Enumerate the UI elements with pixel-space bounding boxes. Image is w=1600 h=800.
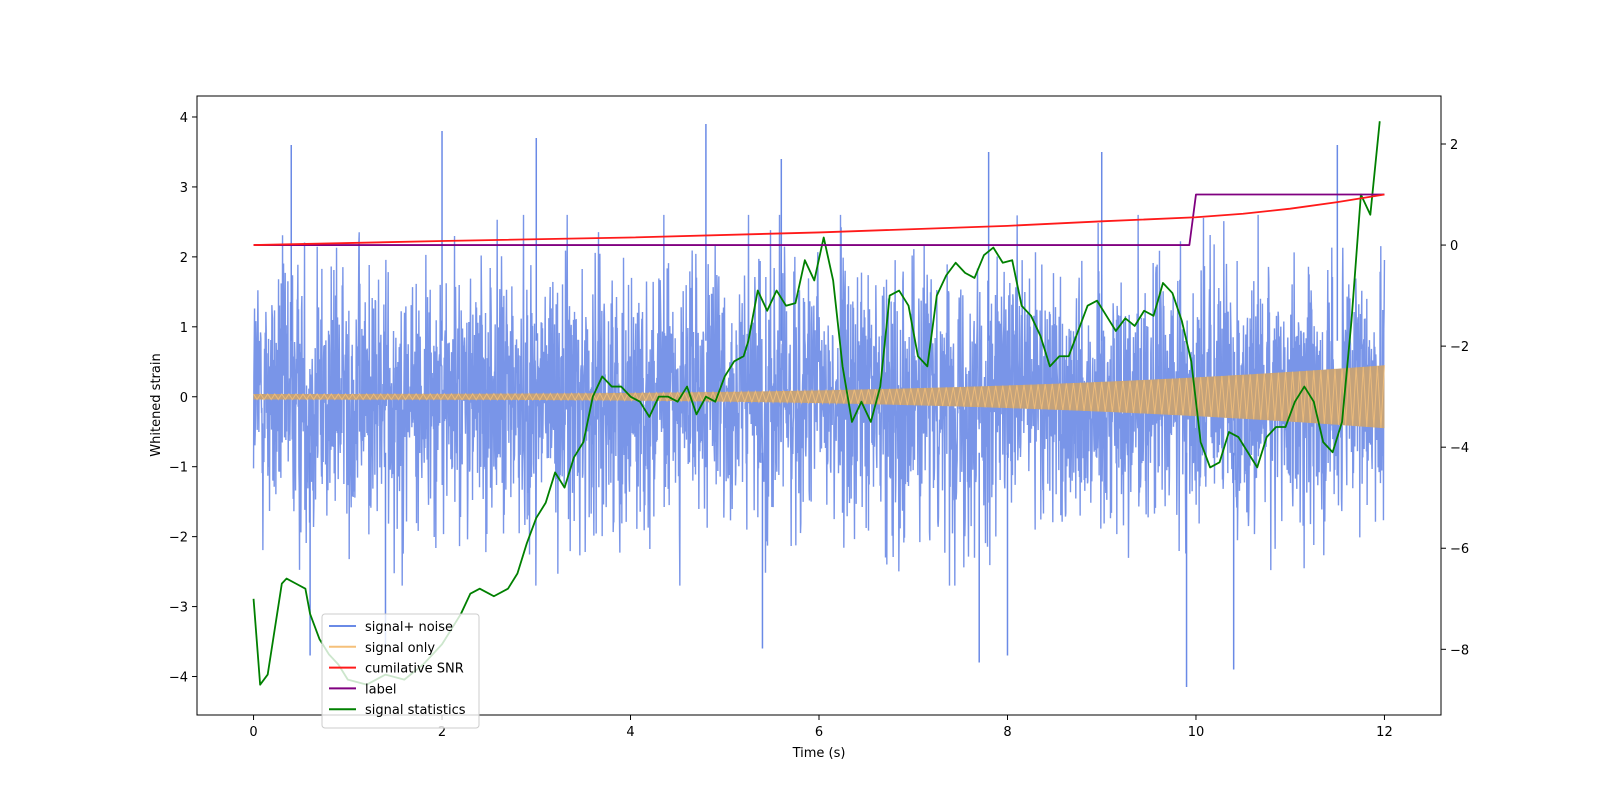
x-axis-label: Time (s) xyxy=(792,746,846,761)
legend-entry: label xyxy=(365,682,396,697)
y2-tick-label: 2 xyxy=(1450,138,1458,153)
y-tick-label: −4 xyxy=(169,671,188,686)
y-axis-label: Whitened strain xyxy=(149,353,164,456)
y2-tick-label: −8 xyxy=(1450,643,1469,658)
y-tick-label: 4 xyxy=(180,111,188,126)
y-tick-label: 2 xyxy=(180,251,188,266)
y2-tick-label: −6 xyxy=(1450,542,1469,557)
x-tick-label: 0 xyxy=(249,725,257,740)
signal-statistics-line xyxy=(252,121,1381,686)
cumulative-snr-line xyxy=(253,193,1385,246)
legend: signal+ noise signal only cumilative SNR la… xyxy=(321,613,480,729)
y-tick-label: 3 xyxy=(180,181,188,196)
y-ticks: −4 −3 −2 −1 0 1 2 3 4 xyxy=(169,111,197,686)
x-tick-label: 10 xyxy=(1188,725,1205,740)
y2-tick-label: −2 xyxy=(1450,340,1469,355)
signal-noise-line xyxy=(252,214,1386,586)
y-tick-label: −3 xyxy=(169,601,188,616)
x-tick-label: 2 xyxy=(438,725,446,740)
y-tick-label: −2 xyxy=(169,531,188,546)
y-tick-label: 1 xyxy=(180,321,188,336)
y2-ticks: −8 −6 −4 −2 0 2 xyxy=(1441,138,1469,658)
legend-entry: signal+ noise xyxy=(365,620,453,635)
legend-box xyxy=(321,613,480,729)
x-tick-label: 8 xyxy=(1003,725,1011,740)
y2-tick-label: −4 xyxy=(1450,441,1469,456)
legend-entry: signal only xyxy=(365,641,435,656)
y2-tick-label: 0 xyxy=(1450,239,1458,254)
legend-entry: signal statistics xyxy=(365,703,466,718)
signal-only-band xyxy=(253,365,1385,429)
x-tick-label: 6 xyxy=(815,725,823,740)
y-tick-label: −1 xyxy=(169,461,188,476)
x-ticks: 0 2 4 6 8 10 12 xyxy=(249,715,1393,740)
x-tick-label: 12 xyxy=(1376,725,1393,740)
y-tick-label: 0 xyxy=(180,391,188,406)
legend-entry: cumilative SNR xyxy=(365,662,464,677)
label-line xyxy=(253,193,1385,246)
x-tick-label: 4 xyxy=(626,725,634,740)
